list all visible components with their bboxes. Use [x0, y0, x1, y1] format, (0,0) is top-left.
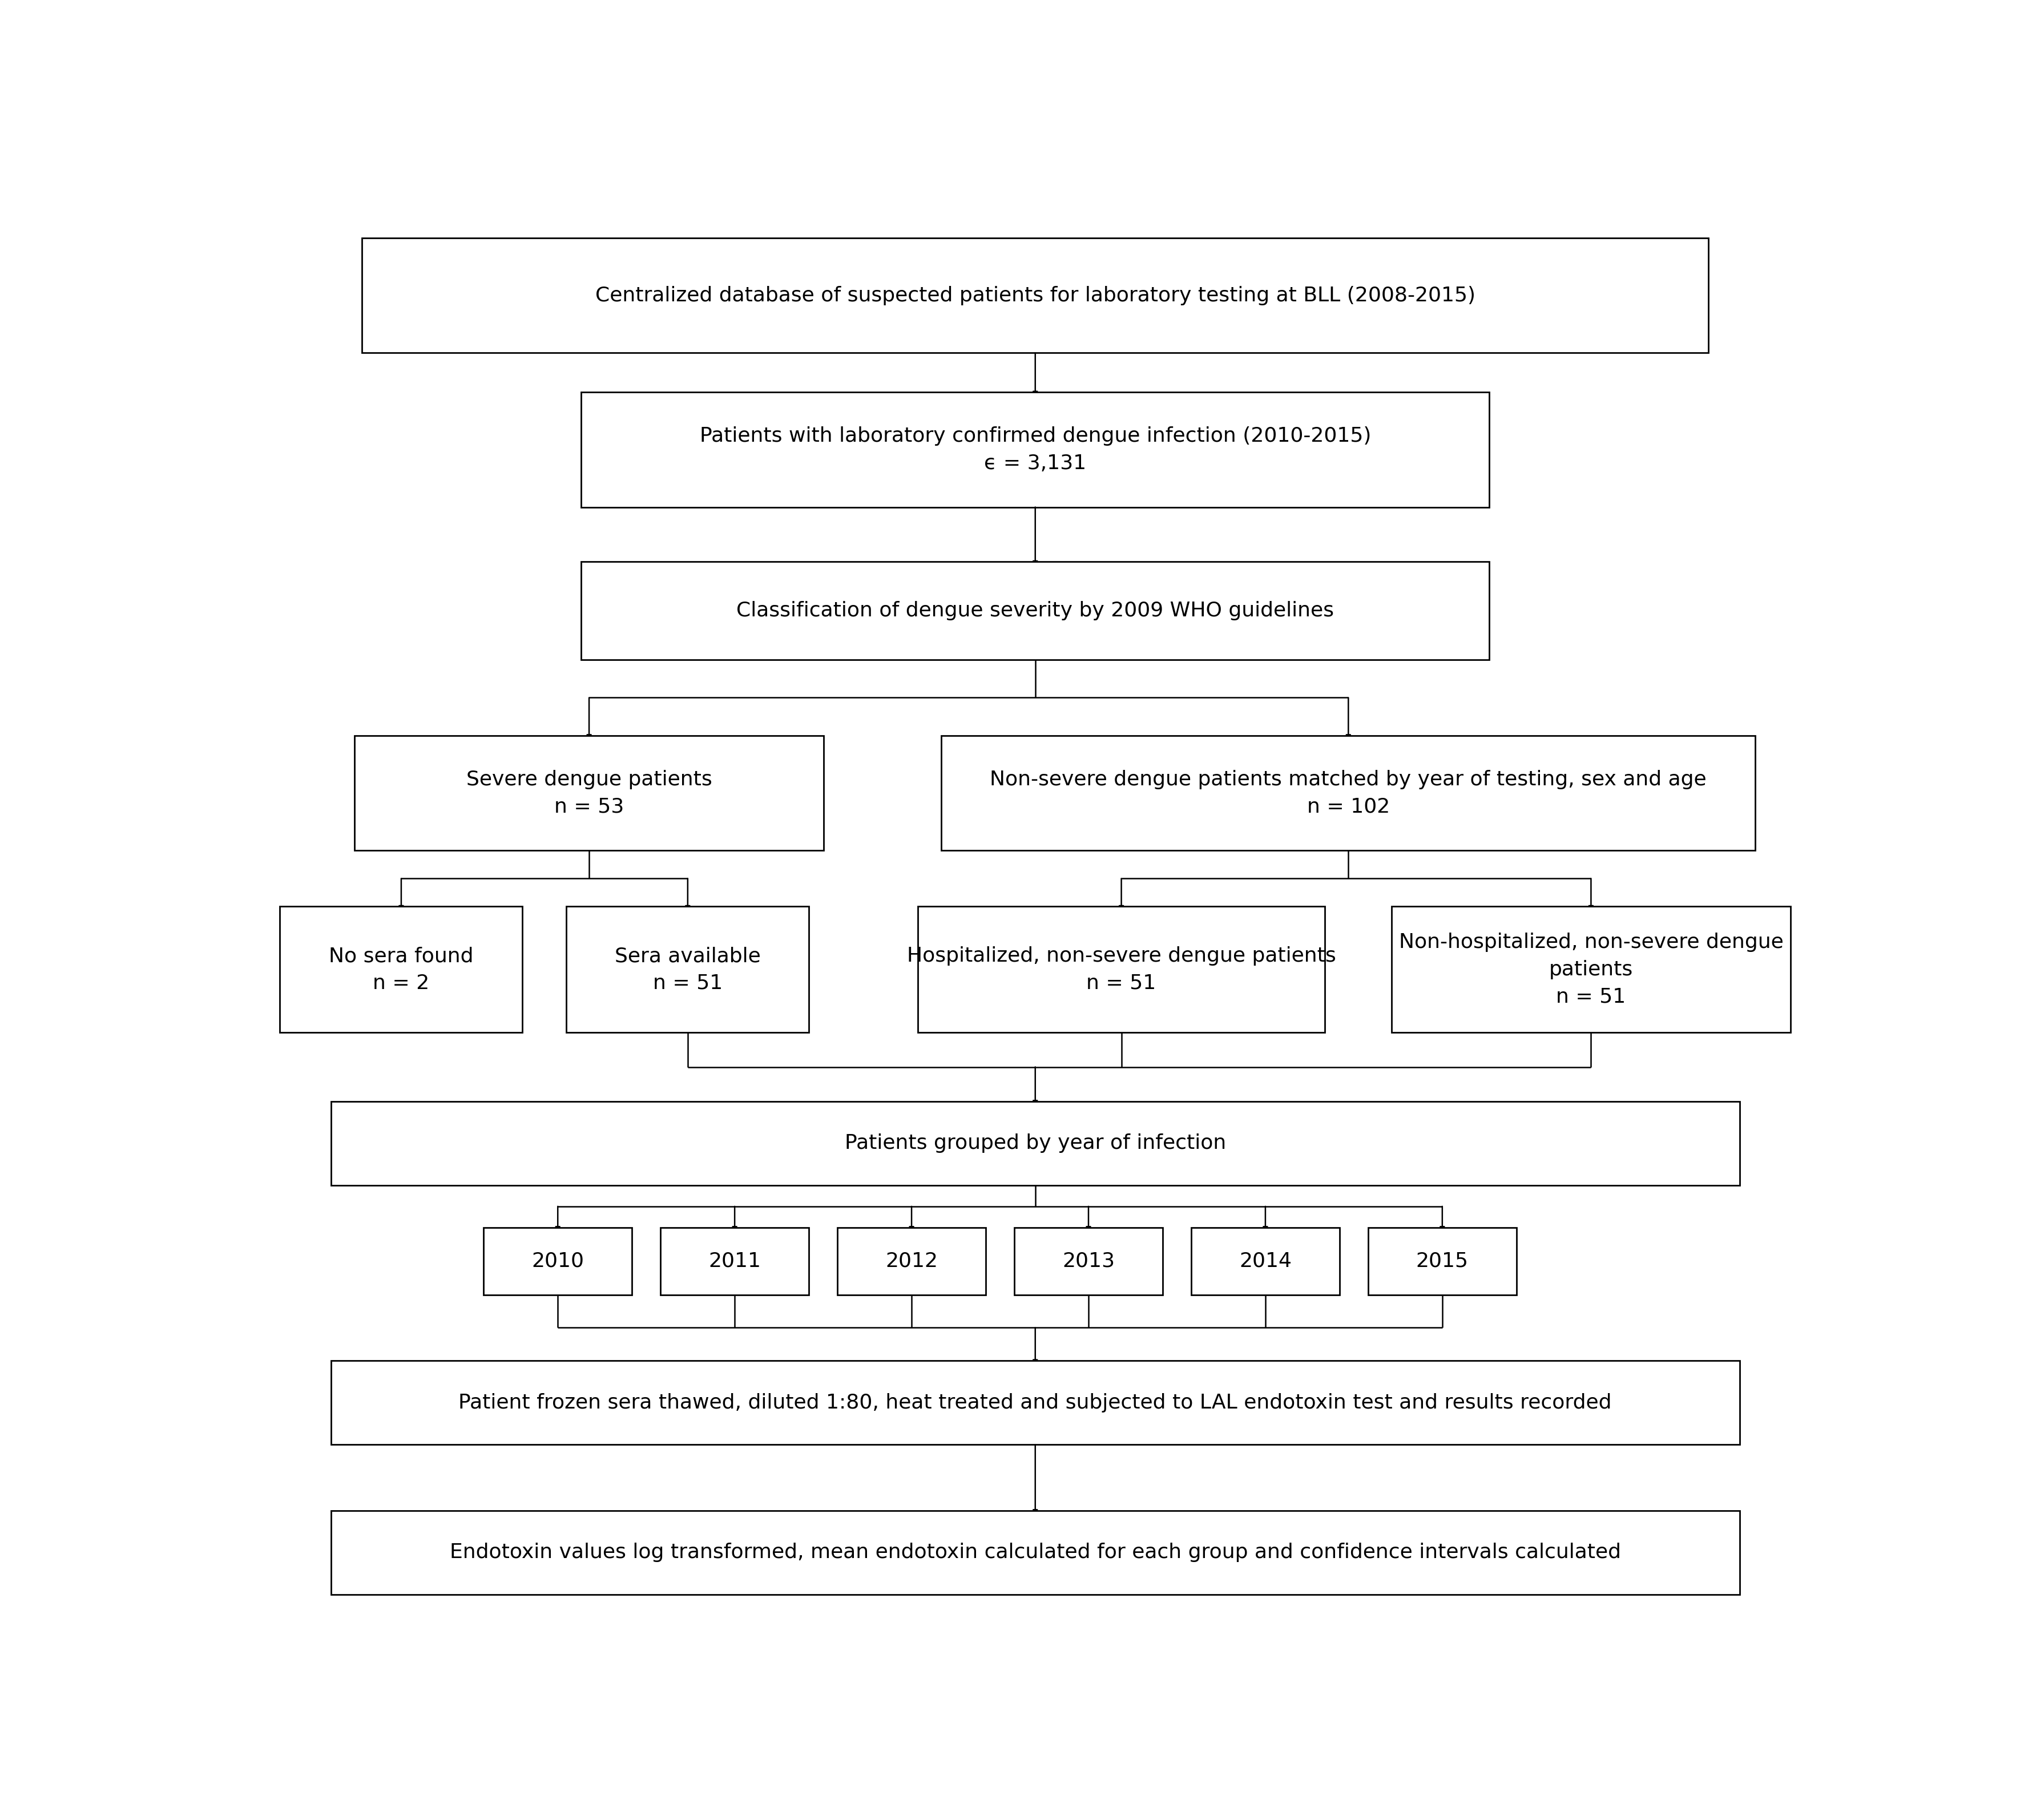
Text: Patient frozen sera thawed, diluted 1:80, heat treated and subjected to LAL endo: Patient frozen sera thawed, diluted 1:80… [459, 1392, 1612, 1412]
FancyBboxPatch shape [1014, 1227, 1164, 1294]
Text: 2015: 2015 [1416, 1252, 1469, 1270]
Text: 2013: 2013 [1063, 1252, 1115, 1270]
FancyBboxPatch shape [362, 238, 1709, 353]
FancyBboxPatch shape [483, 1227, 632, 1294]
Text: 2014: 2014 [1238, 1252, 1291, 1270]
FancyBboxPatch shape [281, 906, 523, 1032]
Text: Non-severe dengue patients matched by year of testing, sex and age
n = 102: Non-severe dengue patients matched by ye… [990, 770, 1707, 815]
FancyBboxPatch shape [1392, 906, 1790, 1032]
FancyBboxPatch shape [566, 906, 810, 1032]
Text: Endotoxin values log transformed, mean endotoxin calculated for each group and c: Endotoxin values log transformed, mean e… [450, 1543, 1620, 1562]
FancyBboxPatch shape [941, 735, 1755, 850]
Text: Patients with laboratory confirmed dengue infection (2010-2015)
ϵ = 3,131: Patients with laboratory confirmed dengu… [699, 426, 1372, 473]
FancyBboxPatch shape [836, 1227, 986, 1294]
Text: 2010: 2010 [531, 1252, 584, 1270]
Text: Non-hospitalized, non-severe dengue
patients
n = 51: Non-hospitalized, non-severe dengue pati… [1398, 932, 1784, 1006]
FancyBboxPatch shape [661, 1227, 810, 1294]
FancyBboxPatch shape [354, 735, 824, 850]
FancyBboxPatch shape [331, 1511, 1739, 1594]
FancyBboxPatch shape [1368, 1227, 1517, 1294]
Text: Hospitalized, non-severe dengue patients
n = 51: Hospitalized, non-severe dengue patients… [907, 946, 1335, 992]
FancyBboxPatch shape [917, 906, 1325, 1032]
Text: Centralized database of suspected patients for laboratory testing at BLL (2008-2: Centralized database of suspected patien… [596, 286, 1475, 306]
Text: 2012: 2012 [885, 1252, 937, 1270]
Text: Severe dengue patients
n = 53: Severe dengue patients n = 53 [467, 770, 711, 815]
Text: 2011: 2011 [709, 1252, 762, 1270]
Text: Patients grouped by year of infection: Patients grouped by year of infection [844, 1134, 1226, 1154]
FancyBboxPatch shape [1192, 1227, 1339, 1294]
FancyBboxPatch shape [582, 391, 1489, 508]
FancyBboxPatch shape [331, 1101, 1739, 1185]
FancyBboxPatch shape [582, 562, 1489, 661]
Text: Classification of dengue severity by 2009 WHO guidelines: Classification of dengue severity by 200… [737, 601, 1333, 621]
Text: No sera found
n = 2: No sera found n = 2 [329, 946, 473, 992]
FancyBboxPatch shape [331, 1361, 1739, 1445]
Text: Sera available
n = 51: Sera available n = 51 [614, 946, 762, 992]
